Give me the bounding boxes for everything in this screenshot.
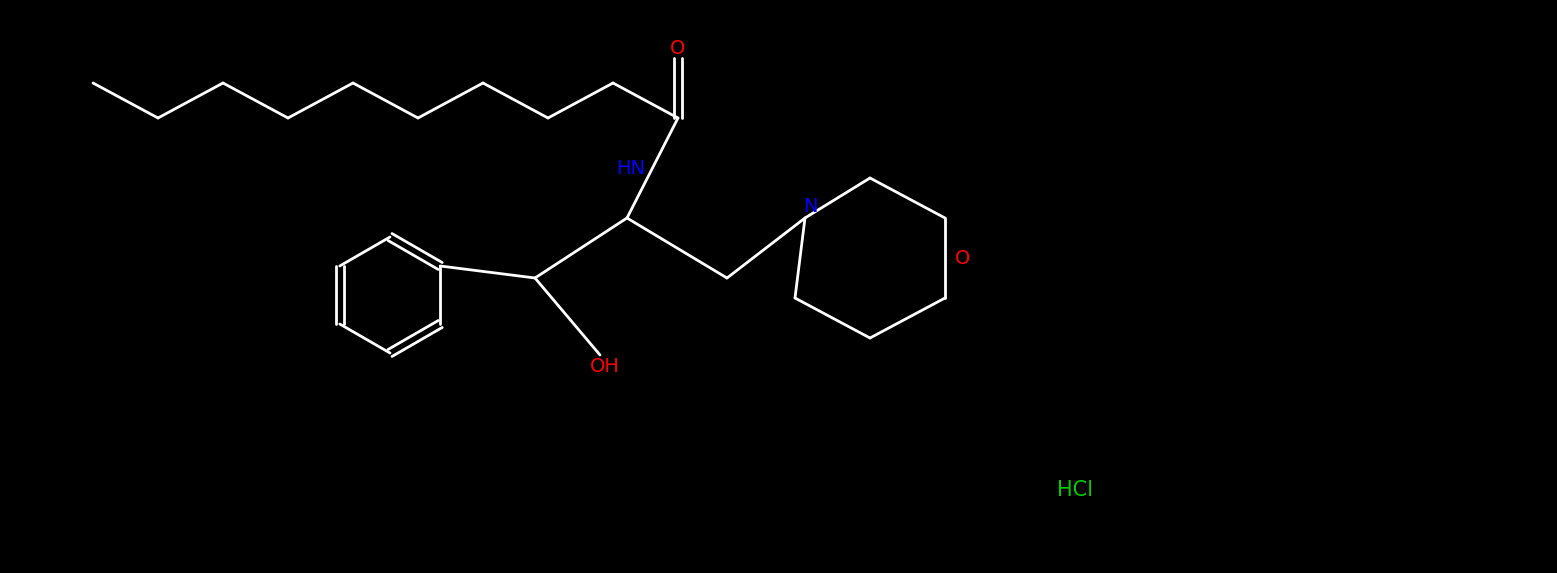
Text: OH: OH	[590, 358, 620, 376]
Text: HCl: HCl	[1057, 480, 1093, 500]
Text: N: N	[803, 197, 817, 215]
Text: O: O	[956, 249, 970, 268]
Text: HN: HN	[617, 159, 645, 178]
Text: O: O	[671, 38, 685, 57]
